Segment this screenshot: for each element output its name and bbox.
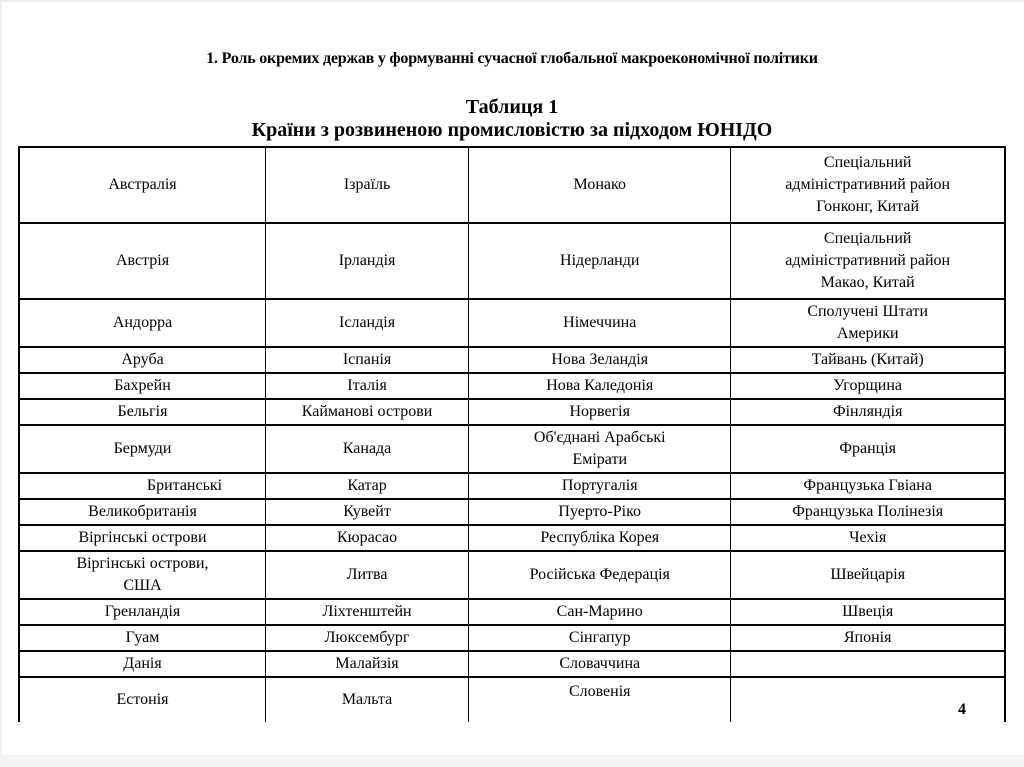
table-cell: Віргінські острови	[18, 524, 266, 552]
table-cell: Тайвань (Китай)	[730, 346, 1006, 374]
table-cell: Швейцарія	[730, 550, 1006, 600]
table-cell: Спеціальний адміністративний район Гонко…	[730, 147, 1006, 224]
countries-table-body: Австралія Ізраїль Монако Спеціальний адміні…	[18, 147, 1006, 722]
table-cell: Японія	[730, 624, 1006, 652]
table-row: Бермуди Канада Об'єднані Арабські Емірати Ф…	[18, 424, 1006, 474]
table-row: Данія Малайзія Словаччина	[18, 650, 1006, 678]
table-row: Гренландія Ліхтенштейн Сан-Марино Швеція	[18, 598, 1006, 626]
table-cell: Люксембург	[264, 624, 470, 652]
table-row: Аруба Іспанія Нова Зеландія Тайвань (Китай)	[18, 346, 1006, 374]
table-cell: Швеція	[730, 598, 1006, 626]
table-row: Британські Катар Португалія Французька Гвіа…	[18, 472, 1006, 500]
table-row: Андорра Ісландія Німеччина Сполучені Штати …	[18, 298, 1006, 348]
table-cell: Данія	[18, 650, 266, 678]
table-cell: Фінляндія	[730, 398, 1006, 426]
table-cell: Франція	[730, 424, 1006, 474]
table-row: Бахрейн Італія Нова Каледонія Угорщина	[18, 372, 1006, 400]
table-cell: Аруба	[18, 346, 266, 374]
table-caption: Таблиця 1	[465, 96, 559, 118]
table-subtitle: Країни з розвиненою промисловістю за під…	[251, 119, 773, 141]
table-cell: Французька Гвіана	[730, 472, 1006, 500]
table-cell: Іспанія	[264, 346, 470, 374]
page-number: 4	[958, 701, 966, 718]
table-cell: Німеччина	[468, 298, 732, 348]
table-cell: Французька Полінезія	[730, 498, 1006, 526]
table-cell: Сполучені Штати Америки	[730, 298, 1006, 348]
table-cell: Нідерланди	[468, 222, 732, 300]
table-cell: Республіка Корея	[468, 524, 732, 552]
table-cell: Британські	[18, 472, 266, 500]
table-cell: Сінгапур	[468, 624, 732, 652]
table-cell: Норвегія	[468, 398, 732, 426]
table-cell: Португалія	[468, 472, 732, 500]
slide-top-edge	[0, 0, 1024, 2]
table-cell: Бельгія	[18, 398, 266, 426]
table-cell: Кувейт	[264, 498, 470, 526]
table-cell	[730, 650, 1006, 678]
slide-bottom-edge	[0, 755, 1024, 767]
table-row: Віргінські острови Кюрасао Республіка Коре…	[18, 524, 1006, 552]
table-cell: Об'єднані Арабські Емірати	[468, 424, 732, 474]
table-cell: Гуам	[18, 624, 266, 652]
table-cell: Ірландія	[264, 222, 470, 300]
table-cell: Кайманові острови	[264, 398, 470, 426]
table-cell: Катар	[264, 472, 470, 500]
page-title: 1. Роль окремих держав у формуванні суча…	[206, 50, 818, 67]
table-cell: Угорщина	[730, 372, 1006, 400]
table-row: Бельгія Кайманові острови Норвегія Фінлянді…	[18, 398, 1006, 426]
table-cell: Бахрейн	[18, 372, 266, 400]
table-cell: Великобританія	[18, 498, 266, 526]
slide-left-edge	[0, 0, 2, 755]
table-cell: Австрія	[18, 222, 266, 300]
table-row: Австрія Ірландія Нідерланди Спеціальний адм…	[18, 222, 1006, 300]
table-cell: Ізраїль	[264, 147, 470, 224]
table-cell: Словенія	[468, 676, 732, 722]
table-cell: Ліхтенштейн	[264, 598, 470, 626]
table-cell: Кюрасао	[264, 524, 470, 552]
table-cell: Литва	[264, 550, 470, 600]
table-cell: Естонія	[18, 676, 266, 722]
table-row: Віргінські острови, США Литва Російська Фе…	[18, 550, 1006, 600]
table-cell: Віргінські острови, США	[18, 550, 266, 600]
table-caption-block: Таблиця 1 Країни з розвиненою промислові…	[0, 96, 1024, 142]
table-cell: Спеціальний адміністративний район Макао…	[730, 222, 1006, 300]
table-cell: Мальта	[264, 676, 470, 722]
table-cell: Австралія	[18, 147, 266, 224]
table-row: Естонія Мальта Словенія	[18, 676, 1006, 722]
table-cell: Андорра	[18, 298, 266, 348]
table-row: Гуам Люксембург Сінгапур Японія	[18, 624, 1006, 652]
table-cell: Пуерто-Ріко	[468, 498, 732, 526]
table-cell: Сан-Марино	[468, 598, 732, 626]
table-row: Великобританія Кувейт Пуерто-Ріко Французьк…	[18, 498, 1006, 526]
table-cell: Канада	[264, 424, 470, 474]
table-cell: Нова Каледонія	[468, 372, 732, 400]
table-cell: Російська Федерація	[468, 550, 732, 600]
table-cell: Італія	[264, 372, 470, 400]
table-cell	[730, 676, 1006, 722]
table-cell: Монако	[468, 147, 732, 224]
table-cell: Чехія	[730, 524, 1006, 552]
countries-table: Австралія Ізраїль Монако Спеціальний адміні…	[18, 146, 1006, 722]
table-cell: Малайзія	[264, 650, 470, 678]
table-cell: Ісландія	[264, 298, 470, 348]
table-cell: Гренландія	[18, 598, 266, 626]
table-row: Австралія Ізраїль Монако Спеціальний адміні…	[18, 147, 1006, 224]
table-cell: Нова Зеландія	[468, 346, 732, 374]
table-cell: Словаччина	[468, 650, 732, 678]
table-cell: Бермуди	[18, 424, 266, 474]
